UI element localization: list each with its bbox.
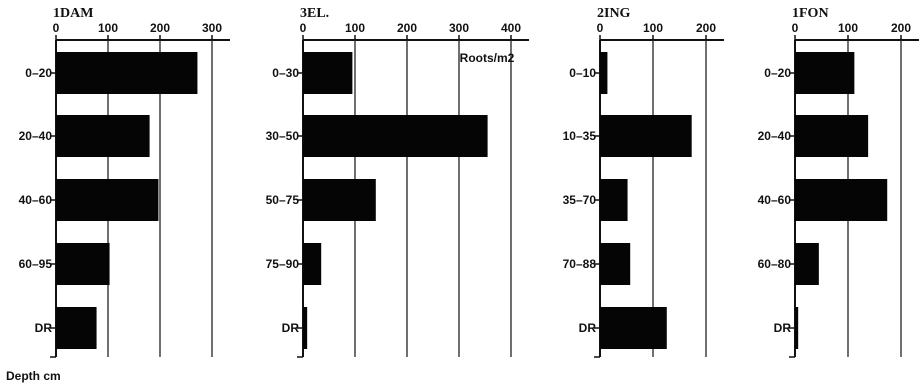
bar <box>795 179 888 221</box>
category-label: DR <box>35 321 53 335</box>
category-label: DR <box>282 321 300 335</box>
category-label: DR <box>774 321 792 335</box>
x-tick-label: 0 <box>300 21 307 35</box>
bar <box>56 52 198 94</box>
bar <box>56 307 97 349</box>
x-tick-label: 0 <box>792 21 799 35</box>
category-label: 0–20 <box>764 66 791 80</box>
bar <box>303 179 376 221</box>
category-label: 50–75 <box>266 193 300 207</box>
category-label: 0–10 <box>569 66 596 80</box>
bar <box>56 115 150 157</box>
category-label: 30–50 <box>266 129 300 143</box>
bar <box>303 307 308 349</box>
bar <box>795 115 869 157</box>
x-tick-label: 100 <box>838 21 858 35</box>
bar <box>56 179 159 221</box>
category-label: 75–90 <box>266 257 300 271</box>
x-tick-label: 200 <box>696 21 716 35</box>
x-tick-label: 200 <box>397 21 417 35</box>
category-label: 40–60 <box>758 193 792 207</box>
category-label: 10–35 <box>563 129 597 143</box>
bar <box>600 307 667 349</box>
category-label: DR <box>579 321 597 335</box>
bar <box>795 243 819 285</box>
bar <box>795 52 855 94</box>
bar <box>600 52 608 94</box>
unit-label: Roots/m2 <box>460 51 515 65</box>
category-label: 20–40 <box>758 129 792 143</box>
x-tick-label: 300 <box>449 21 469 35</box>
bar <box>303 115 488 157</box>
x-tick-label: 100 <box>98 21 118 35</box>
category-label: 60–95 <box>19 257 53 271</box>
x-tick-label: 100 <box>345 21 365 35</box>
bar <box>56 243 110 285</box>
bar <box>303 52 353 94</box>
bar <box>600 179 628 221</box>
x-tick-label: 300 <box>202 21 222 35</box>
x-tick-label: 100 <box>643 21 663 35</box>
category-label: 35–70 <box>563 193 597 207</box>
category-label: 70–88 <box>563 257 597 271</box>
panel-title: 3EL. <box>300 6 329 21</box>
bar <box>600 115 692 157</box>
category-label: 40–60 <box>19 193 53 207</box>
bar <box>795 307 799 349</box>
depth-axis-label: Depth cm <box>6 369 61 383</box>
bar <box>600 243 631 285</box>
category-label: 0–30 <box>272 66 299 80</box>
x-tick-label: 200 <box>891 21 911 35</box>
x-tick-label: 200 <box>150 21 170 35</box>
category-label: 20–40 <box>19 129 53 143</box>
panel-title: 2ING <box>597 6 631 21</box>
category-label: 0–20 <box>25 66 52 80</box>
x-tick-label: 0 <box>53 21 60 35</box>
bar <box>303 243 322 285</box>
x-tick-label: 0 <box>597 21 604 35</box>
category-label: 60–80 <box>758 257 792 271</box>
panel-title: 1FON <box>792 6 829 21</box>
x-tick-label: 400 <box>501 21 521 35</box>
chart-panel-3el: 3EL.0 100 200 300 400 Roots/m2 0–30 30–50 50–75 7… <box>266 6 529 358</box>
panel-title: 1DAM <box>53 6 93 21</box>
